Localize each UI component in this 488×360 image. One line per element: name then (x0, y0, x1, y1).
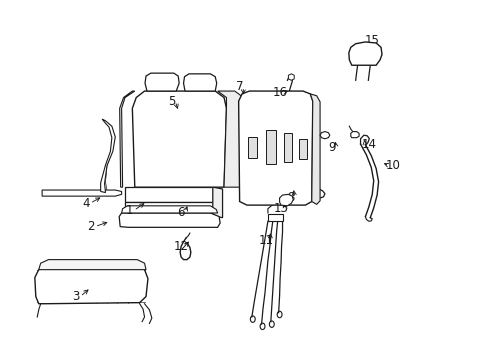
Polygon shape (288, 74, 294, 80)
Polygon shape (125, 202, 212, 216)
Polygon shape (183, 74, 216, 91)
Polygon shape (350, 132, 358, 138)
Polygon shape (320, 132, 329, 139)
Polygon shape (122, 206, 217, 213)
Polygon shape (42, 190, 122, 196)
Text: 4: 4 (82, 197, 90, 210)
Text: 9: 9 (328, 141, 335, 154)
Text: 11: 11 (259, 234, 273, 247)
Polygon shape (299, 139, 306, 159)
Polygon shape (35, 265, 148, 304)
Polygon shape (101, 119, 115, 193)
Polygon shape (212, 187, 222, 218)
Text: 2: 2 (87, 220, 95, 233)
Polygon shape (39, 260, 146, 270)
Text: 3: 3 (72, 290, 80, 303)
Polygon shape (120, 91, 135, 187)
Polygon shape (267, 214, 282, 221)
Text: 14: 14 (361, 138, 376, 150)
Text: 13: 13 (273, 202, 288, 215)
Polygon shape (348, 42, 381, 65)
Polygon shape (266, 130, 276, 164)
Text: 10: 10 (385, 159, 400, 172)
Polygon shape (125, 187, 212, 202)
Text: 8: 8 (286, 192, 294, 204)
Polygon shape (145, 73, 179, 91)
Polygon shape (238, 91, 312, 205)
Text: 12: 12 (173, 240, 188, 253)
Polygon shape (217, 91, 244, 187)
Polygon shape (279, 194, 293, 206)
Text: 15: 15 (364, 33, 379, 47)
Polygon shape (119, 213, 220, 227)
Text: 7: 7 (235, 80, 243, 93)
Text: 16: 16 (272, 86, 287, 99)
Text: 5: 5 (167, 95, 175, 108)
Polygon shape (132, 91, 226, 187)
Text: 6: 6 (177, 206, 184, 219)
Polygon shape (310, 94, 320, 204)
Polygon shape (283, 134, 292, 162)
Text: 1: 1 (126, 204, 133, 217)
Polygon shape (248, 137, 256, 158)
